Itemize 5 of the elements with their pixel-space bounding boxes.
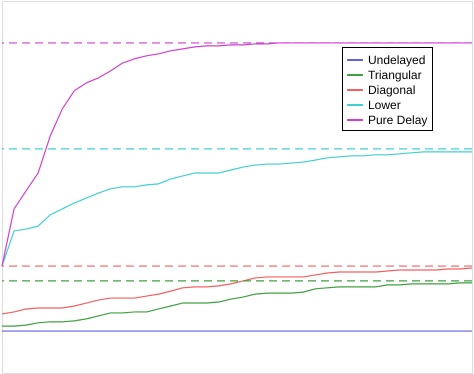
legend-label: Pure Delay [368,113,428,127]
legend-label: Lower [368,98,401,112]
legend-label: Undelayed [368,53,426,67]
legend-label: Triangular [368,68,422,82]
legend-label: Diagonal [368,83,416,97]
